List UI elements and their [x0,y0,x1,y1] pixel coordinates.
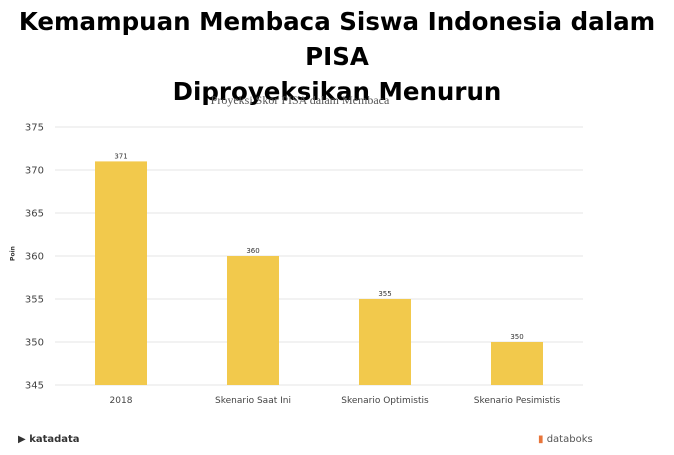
databoks-logo: ▮ databoks [538,434,593,445]
data-label: 371 [114,152,127,160]
x-tick-label: Skenario Pesimistis [474,396,561,406]
y-tick-label: 375 [25,123,44,134]
data-label: 350 [510,333,523,341]
x-tick-label: Skenario Saat Ini [215,396,291,406]
x-tick-label: Skenario Optimistis [341,396,429,406]
page-headline: Kemampuan Membaca Siswa Indonesia dalam … [0,4,674,109]
katadata-logo-icon: ▶ [18,434,26,445]
headline-line-1: Kemampuan Membaca Siswa Indonesia dalam … [18,7,656,71]
katadata-logo: ▶ katadata [18,434,80,445]
katadata-logo-text: katadata [29,434,80,445]
y-tick-label: 365 [25,209,44,220]
x-tick-label: 2018 [110,396,133,406]
bar-1[interactable] [227,256,279,385]
headline-line-2: Diproyeksikan Menurun [172,77,502,106]
databoks-logo-icon: ▮ [538,434,544,445]
databoks-logo-text: databoks [546,434,593,445]
bar-3[interactable] [491,342,543,385]
data-label: 355 [378,290,391,298]
data-label: 360 [246,247,259,255]
y-tick-label: 370 [25,166,44,177]
bar-2[interactable] [359,299,411,385]
y-tick-label: 355 [25,295,44,306]
y-tick-label: 350 [25,338,44,349]
bar-0[interactable] [95,161,147,385]
y-tick-label: 360 [25,252,44,263]
y-tick-label: 345 [25,381,44,392]
chart-title: Proyeksi Skor PISA dalam Membaca [210,93,390,107]
